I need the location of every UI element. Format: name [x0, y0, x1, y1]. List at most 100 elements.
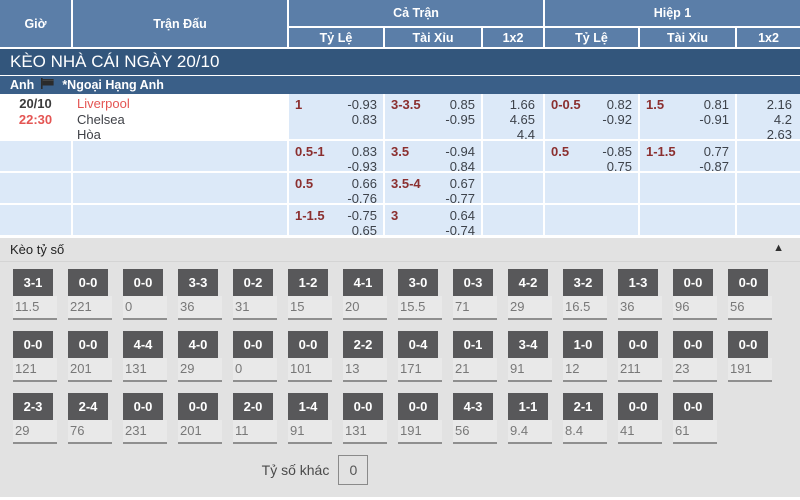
- ft-over-under-cell[interactable]: 3.5 -0.94 0.84: [385, 141, 483, 173]
- score-cell[interactable]: 0-4 171: [398, 331, 442, 382]
- score-badge: 1-2: [288, 269, 328, 296]
- 1x2-odds-value[interactable]: 2.63: [766, 127, 792, 141]
- score-cell[interactable]: 0-2 31: [233, 269, 277, 320]
- score-cell[interactable]: 4-0 29: [178, 331, 222, 382]
- odds-value[interactable]: 0.82: [606, 97, 632, 112]
- ft-handicap-cell[interactable]: 0.5 0.66 -0.76: [289, 173, 385, 205]
- h1-handicap-cell[interactable]: 0-0.5 0.82 -0.92: [545, 94, 640, 141]
- 1x2-odds-value[interactable]: 2.16: [766, 97, 792, 112]
- score-cell[interactable]: 0-0 121: [13, 331, 57, 382]
- odds-value[interactable]: 0.64: [449, 208, 475, 223]
- score-cell[interactable]: 3-0 15.5: [398, 269, 442, 320]
- score-odds-value: 91: [508, 358, 552, 382]
- h1-over-under-cell[interactable]: 1.5 0.81 -0.91: [640, 94, 737, 141]
- odds-value[interactable]: -0.76: [347, 191, 377, 205]
- score-cell[interactable]: 1-0 12: [563, 331, 607, 382]
- score-badge: 2-2: [343, 331, 383, 358]
- score-cell[interactable]: 0-0 231: [123, 393, 167, 444]
- score-badge: 0-0: [673, 331, 713, 358]
- score-cell[interactable]: 0-0 0: [123, 269, 167, 320]
- score-badge: 0-0: [673, 393, 713, 420]
- 1x2-odds-value[interactable]: 4.65: [509, 112, 535, 127]
- score-cell[interactable]: 0-0 23: [673, 331, 717, 382]
- odds-value[interactable]: 0.85: [449, 97, 475, 112]
- score-cell[interactable]: 1-2 15: [288, 269, 332, 320]
- score-cell[interactable]: 4-3 56: [453, 393, 497, 444]
- collapse-arrow-icon[interactable]: ▲: [773, 242, 784, 254]
- ft-1x2-cell[interactable]: 1.66 4.65 4.4: [483, 94, 545, 141]
- odds-value[interactable]: -0.91: [699, 112, 729, 127]
- score-cell[interactable]: 0-0 211: [618, 331, 662, 382]
- match-teams-cell: Liverpool Chelsea Hòa: [73, 94, 289, 141]
- score-cell[interactable]: 4-4 131: [123, 331, 167, 382]
- score-cell[interactable]: 2-2 13: [343, 331, 387, 382]
- h1-1x2-cell: [737, 205, 800, 237]
- odds-value[interactable]: 0.77: [703, 144, 729, 159]
- score-cell[interactable]: 4-2 29: [508, 269, 552, 320]
- score-odds-value: 0: [123, 296, 167, 320]
- odds-value[interactable]: -0.77: [445, 191, 475, 205]
- col-header-first-half: Hiệp 1: [545, 0, 800, 28]
- odds-value[interactable]: -0.85: [602, 144, 632, 159]
- odds-value[interactable]: 0.84: [449, 159, 475, 173]
- score-odds-value: 8.4: [563, 420, 607, 444]
- 1x2-odds-value[interactable]: 4.4: [516, 127, 535, 141]
- odds-value[interactable]: 0.81: [703, 97, 729, 112]
- score-cell[interactable]: 0-0 191: [728, 331, 772, 382]
- odds-value[interactable]: 0.83: [351, 112, 377, 127]
- odds-value[interactable]: 0.66: [351, 176, 377, 191]
- odds-value[interactable]: -0.93: [347, 97, 377, 112]
- match-time-cell: 20/10 22:30: [0, 94, 73, 141]
- score-cell[interactable]: 3-4 91: [508, 331, 552, 382]
- score-cell[interactable]: 1-3 36: [618, 269, 662, 320]
- score-cell[interactable]: 0-0 201: [178, 393, 222, 444]
- score-cell[interactable]: 0-0 221: [68, 269, 112, 320]
- 1x2-odds-value[interactable]: 1.66: [509, 97, 535, 112]
- score-cell[interactable]: 0-0 96: [673, 269, 717, 320]
- odds-value[interactable]: -0.92: [602, 112, 632, 127]
- ft-over-under-cell[interactable]: 3.5-4 0.67 -0.77: [385, 173, 483, 205]
- ft-over-under-cell[interactable]: 3-3.5 0.85 -0.95: [385, 94, 483, 141]
- ft-handicap-cell[interactable]: 1-1.5 -0.75 0.65: [289, 205, 385, 237]
- score-cell[interactable]: 0-0 101: [288, 331, 332, 382]
- score-cell[interactable]: 0-0 201: [68, 331, 112, 382]
- score-cell[interactable]: 0-0 61: [673, 393, 717, 444]
- score-cell[interactable]: 0-0 41: [618, 393, 662, 444]
- score-cell[interactable]: 3-1 11.5: [13, 269, 57, 320]
- odds-value[interactable]: -0.93: [347, 159, 377, 173]
- odds-value[interactable]: 0.83: [351, 144, 377, 159]
- score-cell[interactable]: 0-1 21: [453, 331, 497, 382]
- other-score-box[interactable]: 0: [338, 455, 369, 485]
- odds-value[interactable]: 0.75: [606, 159, 632, 173]
- odds-value[interactable]: -0.75: [347, 208, 377, 223]
- score-cell[interactable]: 2-0 11: [233, 393, 277, 444]
- ft-handicap-cell[interactable]: 1 -0.93 0.83: [289, 94, 385, 141]
- h1-over-under-cell[interactable]: 1-1.5 0.77 -0.87: [640, 141, 737, 173]
- score-cell[interactable]: 2-3 29: [13, 393, 57, 444]
- score-cell[interactable]: 0-0 131: [343, 393, 387, 444]
- score-cell[interactable]: 0-0 0: [233, 331, 277, 382]
- score-cell[interactable]: 2-4 76: [68, 393, 112, 444]
- 1x2-odds-value[interactable]: 4.2: [773, 112, 792, 127]
- score-cell[interactable]: 0-3 71: [453, 269, 497, 320]
- h1-handicap-cell[interactable]: 0.5 -0.85 0.75: [545, 141, 640, 173]
- score-cell[interactable]: 0-0 56: [728, 269, 772, 320]
- h1-1x2-cell[interactable]: 2.16 4.2 2.63: [737, 94, 800, 141]
- score-cell[interactable]: 2-1 8.4: [563, 393, 607, 444]
- score-cell[interactable]: 3-3 36: [178, 269, 222, 320]
- score-cell[interactable]: 1-1 9.4: [508, 393, 552, 444]
- odds-value[interactable]: -0.94: [445, 144, 475, 159]
- ft-handicap-cell[interactable]: 0.5-1 0.83 -0.93: [289, 141, 385, 173]
- odds-value[interactable]: 0.67: [449, 176, 475, 191]
- handicap-line: 0.5-1: [295, 144, 325, 159]
- score-cell[interactable]: 4-1 20: [343, 269, 387, 320]
- odds-value[interactable]: -0.95: [445, 112, 475, 127]
- score-cell[interactable]: 3-2 16.5: [563, 269, 607, 320]
- odds-value[interactable]: -0.74: [445, 223, 475, 237]
- ft-over-under-cell[interactable]: 3 0.64 -0.74: [385, 205, 483, 237]
- score-cell[interactable]: 0-0 191: [398, 393, 442, 444]
- score-badge: 0-0: [13, 331, 53, 358]
- score-cell[interactable]: 1-4 91: [288, 393, 332, 444]
- odds-value[interactable]: 0.65: [351, 223, 377, 237]
- odds-value[interactable]: -0.87: [699, 159, 729, 173]
